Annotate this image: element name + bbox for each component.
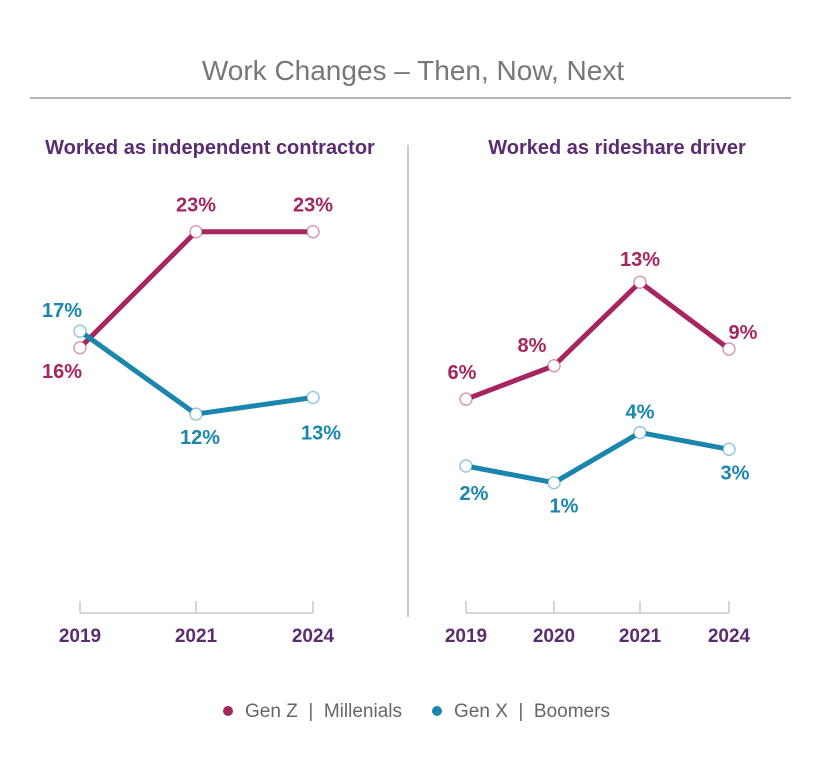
data-label-gen-z-millenials-2024: 9% <box>729 322 758 344</box>
x-tick-label-2020: 2020 <box>533 626 575 647</box>
data-label-gen-x-boomers-2021: 12% <box>180 427 220 449</box>
data-label-gen-z-millenials-2019: 16% <box>42 361 82 383</box>
data-point-gen-z-millenials-2021 <box>633 275 647 289</box>
legend-label-gen-z-millenials: Gen Z | Millenials <box>245 701 402 722</box>
data-point-gen-x-boomers-2019 <box>73 324 87 338</box>
x-tick-label-2024: 2024 <box>708 626 751 647</box>
data-label-gen-x-boomers-2024: 13% <box>301 423 341 445</box>
data-label-gen-z-millenials-2020: 8% <box>518 335 547 357</box>
data-point-gen-z-millenials-2024 <box>722 342 736 356</box>
panel-independent-contractor: Worked as independent contractor 2019 202… <box>42 137 375 647</box>
series-line-gen-x-boomers <box>463 430 732 486</box>
data-label-gen-z-millenials-2024: 23% <box>293 195 333 217</box>
legend-label-gen-x-boomers: Gen X | Boomers <box>454 701 610 722</box>
series-line-gen-z-millenials <box>77 229 316 351</box>
data-point-gen-x-boomers-2020 <box>547 475 561 490</box>
legend-marker-gen-x-boomers <box>432 706 442 716</box>
data-point-gen-z-millenials-2020 <box>547 359 561 373</box>
data-label-gen-x-boomers-2019: 17% <box>42 300 82 322</box>
data-label-gen-x-boomers-2021: 4% <box>626 402 655 424</box>
panel-title-rideshare-driver: Worked as rideshare driver <box>488 137 746 159</box>
x-tick-label-2019: 2019 <box>59 626 101 647</box>
data-label-gen-z-millenials-2021: 23% <box>176 195 216 217</box>
data-point-gen-x-boomers-2021 <box>633 425 647 440</box>
data-label-gen-x-boomers-2024: 3% <box>721 462 750 484</box>
data-label-gen-z-millenials-2019: 6% <box>448 362 477 384</box>
series-line-gen-z-millenials <box>463 279 732 402</box>
legend: Gen Z | Millenials Gen X | Boomers <box>223 701 610 722</box>
data-point-gen-z-millenials-2019 <box>459 392 473 406</box>
x-tick-label-2021: 2021 <box>619 626 662 647</box>
data-point-gen-x-boomers-2024 <box>306 390 320 405</box>
chart-title: Work Changes – Then, Now, Next <box>202 55 625 86</box>
panel-rideshare-driver: Worked as rideshare driver 2019 2020 2021 2… <box>445 137 758 647</box>
data-point-gen-x-boomers-2024 <box>722 442 736 457</box>
x-tick-label-2021: 2021 <box>175 626 218 647</box>
series-line-gen-x-boomers <box>77 328 316 417</box>
data-point-gen-z-millenials-2019 <box>73 341 87 355</box>
x-tick-label-2024: 2024 <box>292 626 335 647</box>
data-label-gen-z-millenials-2021: 13% <box>620 249 660 271</box>
legend-marker-gen-z-millenials <box>223 706 233 716</box>
data-point-gen-x-boomers-2021 <box>189 407 203 421</box>
data-point-gen-z-millenials-2024 <box>306 224 320 239</box>
panel-title-independent-contractor: Worked as independent contractor <box>45 137 375 159</box>
data-label-gen-x-boomers-2020: 1% <box>550 496 579 518</box>
data-point-gen-z-millenials-2021 <box>189 224 203 239</box>
x-tick-label-2019: 2019 <box>445 626 487 647</box>
data-label-gen-x-boomers-2019: 2% <box>460 483 489 505</box>
data-point-gen-x-boomers-2019 <box>459 459 473 473</box>
